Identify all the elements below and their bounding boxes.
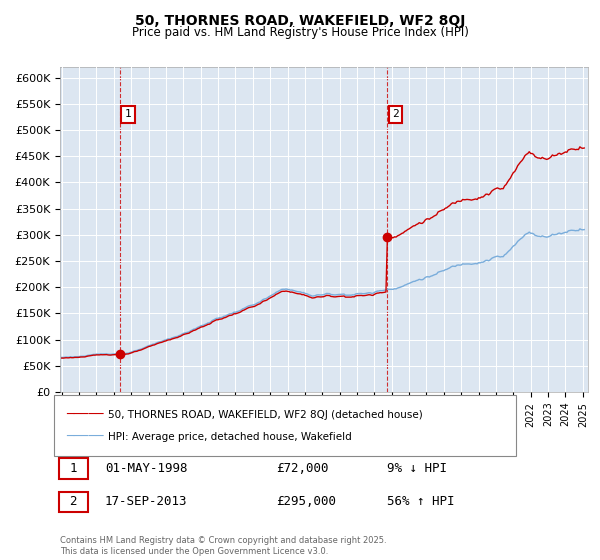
- Text: 17-SEP-2013: 17-SEP-2013: [105, 495, 187, 508]
- Text: 2: 2: [70, 495, 77, 508]
- Text: 50, THORNES ROAD, WAKEFIELD, WF2 8QJ: 50, THORNES ROAD, WAKEFIELD, WF2 8QJ: [135, 14, 465, 28]
- Text: Contains HM Land Registry data © Crown copyright and database right 2025.
This d: Contains HM Land Registry data © Crown c…: [60, 536, 386, 556]
- Text: £72,000: £72,000: [276, 461, 329, 475]
- Text: 50, THORNES ROAD, WAKEFIELD, WF2 8QJ (detached house): 50, THORNES ROAD, WAKEFIELD, WF2 8QJ (de…: [108, 409, 423, 419]
- Text: 56% ↑ HPI: 56% ↑ HPI: [387, 495, 455, 508]
- Text: 1: 1: [125, 109, 131, 119]
- Text: 01-MAY-1998: 01-MAY-1998: [105, 461, 187, 475]
- Text: 9% ↓ HPI: 9% ↓ HPI: [387, 461, 447, 475]
- Text: HPI: Average price, detached house, Wakefield: HPI: Average price, detached house, Wake…: [108, 432, 352, 442]
- Text: 1: 1: [70, 461, 77, 475]
- Text: Price paid vs. HM Land Registry's House Price Index (HPI): Price paid vs. HM Land Registry's House …: [131, 26, 469, 39]
- Text: ─────: ─────: [66, 430, 104, 443]
- Text: £295,000: £295,000: [276, 495, 336, 508]
- Text: ─────: ─────: [66, 408, 104, 421]
- Text: 2: 2: [392, 109, 398, 119]
